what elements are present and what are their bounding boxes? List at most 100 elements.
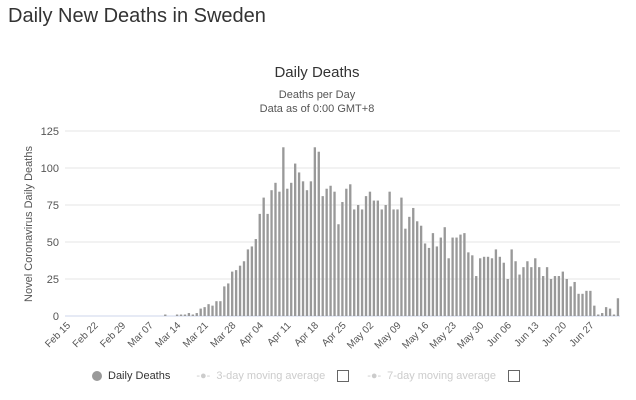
- bar[interactable]: [534, 258, 537, 316]
- bar[interactable]: [604, 307, 608, 316]
- bar[interactable]: [345, 188, 348, 316]
- bar[interactable]: [246, 249, 250, 316]
- bar[interactable]: [349, 184, 352, 316]
- bar[interactable]: [522, 267, 525, 316]
- bar[interactable]: [486, 256, 490, 316]
- bar[interactable]: [593, 305, 596, 316]
- legend-daily-deaths[interactable]: Daily Deaths: [108, 370, 171, 382]
- bar[interactable]: [514, 261, 517, 316]
- bar[interactable]: [478, 258, 482, 316]
- bar[interactable]: [191, 314, 194, 316]
- bar[interactable]: [321, 196, 324, 316]
- bar[interactable]: [238, 265, 242, 316]
- bar[interactable]: [175, 314, 179, 316]
- bar[interactable]: [612, 314, 616, 316]
- bar[interactable]: [565, 279, 568, 316]
- bar[interactable]: [372, 200, 376, 316]
- bar[interactable]: [329, 185, 332, 316]
- bar[interactable]: [435, 246, 439, 316]
- bar[interactable]: [179, 314, 183, 316]
- bar[interactable]: [234, 270, 238, 316]
- bar[interactable]: [475, 276, 478, 316]
- bar[interactable]: [266, 213, 269, 316]
- bar[interactable]: [250, 246, 254, 316]
- bar[interactable]: [549, 279, 553, 316]
- bar[interactable]: [530, 267, 533, 316]
- bar[interactable]: [290, 182, 293, 316]
- bar[interactable]: [333, 191, 336, 316]
- bar[interactable]: [419, 225, 423, 316]
- bar[interactable]: [242, 261, 246, 316]
- bar[interactable]: [601, 313, 604, 316]
- bar[interactable]: [404, 228, 407, 316]
- bar[interactable]: [526, 261, 529, 316]
- bar[interactable]: [459, 234, 462, 316]
- bar[interactable]: [431, 233, 435, 316]
- bar[interactable]: [467, 252, 470, 316]
- bar[interactable]: [561, 271, 564, 316]
- bar[interactable]: [231, 271, 234, 316]
- bar[interactable]: [164, 314, 167, 316]
- bar[interactable]: [490, 258, 494, 316]
- bar[interactable]: [376, 200, 379, 316]
- bar[interactable]: [270, 190, 273, 316]
- bar[interactable]: [258, 213, 261, 316]
- bar[interactable]: [262, 197, 265, 316]
- bar[interactable]: [589, 290, 592, 316]
- legend-7day[interactable]: 7-day moving average: [387, 370, 497, 382]
- bar[interactable]: [388, 191, 391, 316]
- bar[interactable]: [482, 256, 486, 316]
- bar[interactable]: [585, 290, 588, 316]
- bar[interactable]: [396, 209, 399, 316]
- bar[interactable]: [569, 286, 572, 316]
- bar[interactable]: [215, 301, 218, 316]
- bar[interactable]: [384, 205, 387, 316]
- bar[interactable]: [498, 256, 502, 316]
- bar[interactable]: [392, 209, 395, 316]
- bar[interactable]: [380, 209, 383, 316]
- bar[interactable]: [305, 190, 309, 316]
- bar[interactable]: [211, 305, 214, 316]
- bar[interactable]: [254, 239, 257, 316]
- bar[interactable]: [502, 262, 505, 316]
- bar[interactable]: [293, 163, 297, 316]
- bar[interactable]: [447, 258, 450, 316]
- bar[interactable]: [439, 237, 442, 316]
- bar[interactable]: [301, 181, 305, 316]
- bar[interactable]: [219, 301, 222, 316]
- bar[interactable]: [494, 249, 498, 316]
- bar[interactable]: [573, 281, 576, 316]
- 7day-checkbox[interactable]: [508, 370, 521, 382]
- bar[interactable]: [325, 188, 328, 316]
- bar[interactable]: [545, 267, 549, 316]
- bar[interactable]: [286, 188, 289, 316]
- bar[interactable]: [360, 209, 364, 316]
- bar[interactable]: [510, 249, 513, 316]
- bar[interactable]: [616, 298, 620, 316]
- bar[interactable]: [203, 307, 206, 316]
- bar[interactable]: [199, 308, 202, 316]
- bar[interactable]: [577, 293, 580, 316]
- bar[interactable]: [416, 221, 419, 316]
- 3day-checkbox[interactable]: [337, 370, 350, 382]
- bar[interactable]: [423, 243, 427, 316]
- bar[interactable]: [368, 191, 372, 316]
- bar[interactable]: [282, 147, 285, 316]
- bar[interactable]: [274, 182, 277, 316]
- bar[interactable]: [297, 172, 301, 316]
- bar[interactable]: [451, 237, 454, 316]
- bar[interactable]: [341, 202, 344, 316]
- bar[interactable]: [581, 293, 584, 316]
- bar[interactable]: [538, 267, 541, 316]
- bar[interactable]: [427, 247, 431, 316]
- bar[interactable]: [317, 151, 320, 316]
- legend-3day[interactable]: 3-day moving average: [216, 370, 326, 382]
- bar[interactable]: [408, 216, 411, 316]
- bar[interactable]: [557, 276, 561, 316]
- bar[interactable]: [364, 196, 368, 316]
- bar[interactable]: [353, 209, 356, 316]
- bar[interactable]: [553, 276, 557, 316]
- bar[interactable]: [207, 304, 210, 316]
- bar[interactable]: [278, 191, 281, 316]
- bar[interactable]: [412, 207, 415, 316]
